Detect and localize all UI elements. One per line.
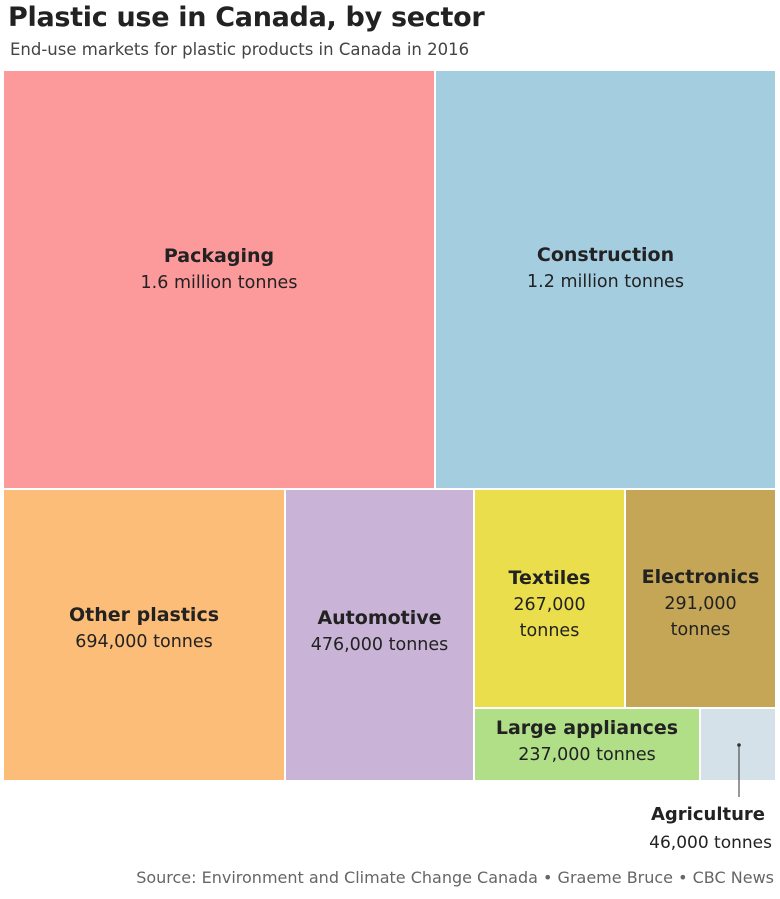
value-construction: 1.2 million tonnes [527, 272, 684, 292]
label-other-plastics: Other plastics [69, 604, 219, 626]
cell-other-plastics [2, 488, 286, 782]
cell-construction [434, 69, 777, 490]
label-automotive: Automotive [317, 607, 441, 629]
cell-packaging [2, 69, 436, 490]
label-packaging: Packaging [164, 245, 274, 267]
value-textiles: 267,000 [513, 595, 585, 615]
value-automotive: 476,000 tonnes [311, 635, 449, 655]
value-agriculture: 46,000 tonnes [649, 833, 772, 853]
source-note: Source: Environment and Climate Change C… [136, 868, 774, 887]
cell-large-appliances [473, 707, 701, 782]
value-textiles-line2: tonnes [520, 621, 580, 641]
label-electronics: Electronics [642, 566, 760, 588]
label-textiles: Textiles [509, 567, 591, 589]
label-agriculture: Agriculture [651, 804, 765, 825]
cell-automotive [284, 488, 475, 782]
chart-subtitle: End-use markets for plastic products in … [10, 40, 470, 59]
label-large-appliances: Large appliances [496, 717, 678, 739]
label-construction: Construction [537, 244, 674, 266]
chart-title: Plastic use in Canada, by sector [8, 2, 485, 33]
value-electronics-line2: tonnes [671, 620, 731, 640]
value-other-plastics: 694,000 tonnes [75, 632, 213, 652]
value-packaging: 1.6 million tonnes [141, 273, 298, 293]
value-large-appliances: 237,000 tonnes [518, 745, 656, 765]
value-electronics: 291,000 [664, 594, 736, 614]
